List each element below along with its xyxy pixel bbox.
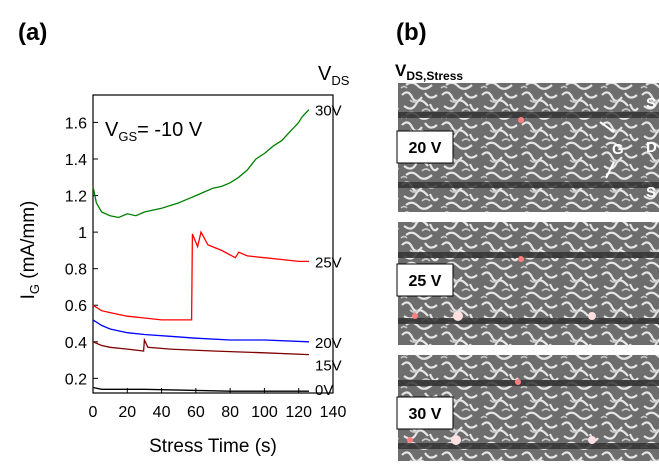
y-tick-label: 0.4 xyxy=(65,335,87,352)
x-axis-label: Stress Time (s) xyxy=(149,436,277,457)
x-tick-label: 120 xyxy=(285,404,312,421)
series-line xyxy=(92,109,310,219)
y-tick-label: 1 xyxy=(78,225,87,242)
image-label: 25 V xyxy=(409,273,442,290)
y-tick-label: 0.2 xyxy=(65,371,87,388)
x-tick-label: 60 xyxy=(187,404,205,421)
series-label: 25V xyxy=(315,254,342,271)
image-label: 20 V xyxy=(409,140,442,157)
marker: S xyxy=(646,95,656,112)
annotation: VGS= -10 V xyxy=(105,119,203,144)
y-tick-label: 1.6 xyxy=(65,115,87,132)
series-label: 20V xyxy=(315,335,342,352)
x-tick-label: 0 xyxy=(89,404,98,421)
x-tick-label: 80 xyxy=(221,404,239,421)
series-line xyxy=(92,386,309,392)
y-axis-label: IG (mA/mm) xyxy=(18,201,42,300)
x-tick-label: 100 xyxy=(251,404,278,421)
marker: G xyxy=(612,141,624,158)
marker: S xyxy=(646,184,656,201)
y-tick-label: 0.6 xyxy=(65,298,87,315)
series-label: 30V xyxy=(315,103,342,120)
x-tick-label: 20 xyxy=(118,404,136,421)
image-label: 30 V xyxy=(409,406,442,423)
series-line xyxy=(92,337,310,356)
series-label: 0V xyxy=(315,382,333,399)
panel-label: (a) xyxy=(18,19,47,46)
x-tick-label: 40 xyxy=(153,404,171,421)
micrographs: S G D S 20 V 25 V 30 V xyxy=(396,83,659,461)
series-line xyxy=(92,319,310,343)
image-title: VDS,Stress xyxy=(395,61,463,83)
y-tick-label: 1.4 xyxy=(65,152,87,169)
y-tick-label: 1.2 xyxy=(65,189,87,206)
series-label: 15V xyxy=(315,358,342,375)
marker: D xyxy=(646,139,657,156)
x-tick-label: 140 xyxy=(320,404,347,421)
series-line xyxy=(92,230,309,321)
plot-frame xyxy=(92,94,334,394)
y-tick-label: 0.8 xyxy=(65,262,87,279)
panel-label: (b) xyxy=(396,19,427,46)
legend-title: VDS xyxy=(318,63,350,88)
